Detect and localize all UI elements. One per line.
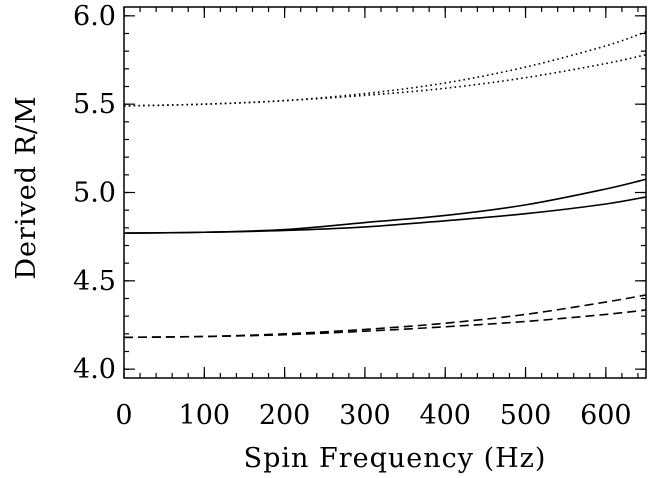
x-tick-label: 300 — [339, 400, 391, 431]
major-ticks — [123, 7, 646, 378]
y-tick-label: 5.0 — [73, 178, 116, 209]
x-tick-label: 400 — [419, 400, 471, 431]
x-tick-label: 100 — [179, 400, 231, 431]
minor-ticks — [123, 7, 646, 378]
series-group — [123, 30, 647, 339]
series-line-solid-4 — [123, 196, 647, 234]
y-tick-label: 4.0 — [73, 354, 116, 385]
x-tick-labels: 0 100 200 300 400 500 600 — [115, 400, 631, 431]
y-tick-label: 5.5 — [73, 89, 116, 120]
y-tick-label: 4.5 — [73, 266, 116, 297]
y-tick-labels: 4.0 4.5 5.0 5.5 6.0 — [73, 1, 116, 385]
x-tick-label: 500 — [500, 400, 552, 431]
x-tick-label: 200 — [259, 400, 311, 431]
y-tick-label: 6.0 — [73, 1, 116, 32]
x-axis-title: Spin Frequency (Hz) — [244, 443, 547, 474]
series-line-dashed-5 — [123, 294, 647, 339]
x-tick-label: 0 — [115, 400, 132, 431]
series-line-dotted-2 — [123, 53, 647, 107]
plot-frame — [123, 6, 647, 379]
x-tick-label: 600 — [580, 400, 632, 431]
y-axis-title: Derived R/M — [11, 95, 42, 279]
series-line-dotted-1 — [123, 30, 647, 107]
series-line-dashed-6 — [123, 309, 647, 339]
